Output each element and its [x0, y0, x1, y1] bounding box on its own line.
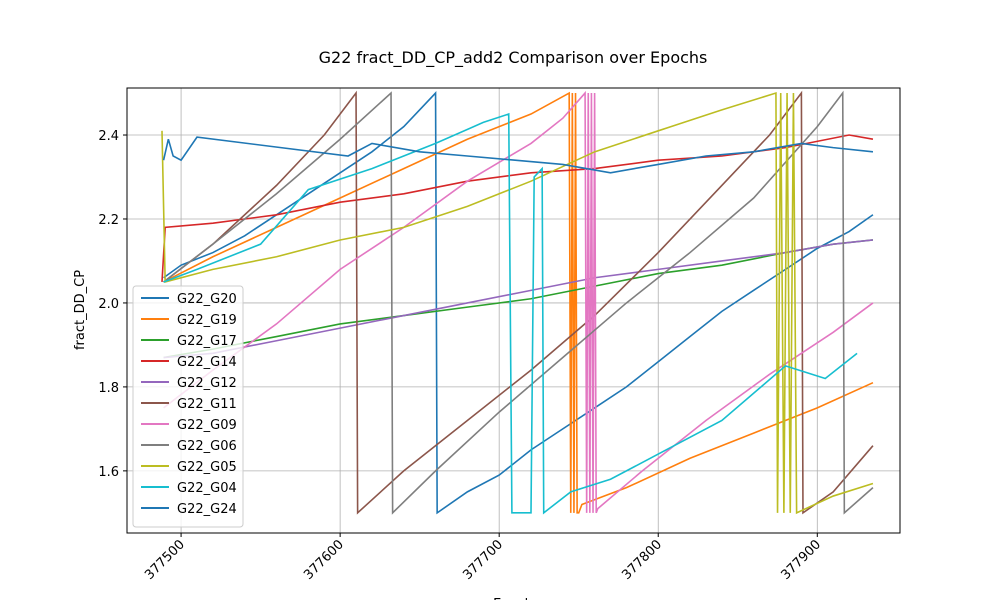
legend-label: G22_G17 [177, 334, 237, 349]
legend-label: G22_G20 [177, 292, 237, 307]
legend-label: G22_G04 [177, 481, 237, 496]
legend-label: G22_G24 [177, 502, 237, 517]
y-tick-label: 2.0 [98, 297, 119, 312]
plot-lines [161, 90, 874, 515]
plot-frame [126, 87, 901, 534]
legend-label: G22_G06 [177, 439, 237, 454]
series-line [161, 134, 874, 282]
x-axis-label: Epoch [493, 597, 533, 600]
series-line [163, 91, 874, 514]
y-tick-label: 1.8 [98, 381, 119, 396]
y-axis-label: fract_DD_CP [73, 270, 88, 350]
legend-label: G22_G14 [177, 355, 237, 370]
legend-label: G22_G19 [177, 313, 237, 328]
y-tick-label: 2.2 [98, 213, 119, 228]
series-line [163, 112, 858, 515]
series-line [161, 91, 874, 515]
legend-label: G22_G12 [177, 376, 237, 391]
legend-label: G22_G09 [177, 418, 237, 433]
legend-label: G22_G11 [177, 397, 237, 412]
y-tick-label: 2.4 [98, 129, 119, 144]
chart-title: G22 fract_DD_CP_add2 Comparison over Epo… [319, 48, 708, 68]
series-line [163, 90, 874, 515]
series-line [162, 136, 874, 174]
y-tick-label: 1.6 [98, 465, 119, 480]
legend-label: G22_G05 [177, 460, 237, 475]
